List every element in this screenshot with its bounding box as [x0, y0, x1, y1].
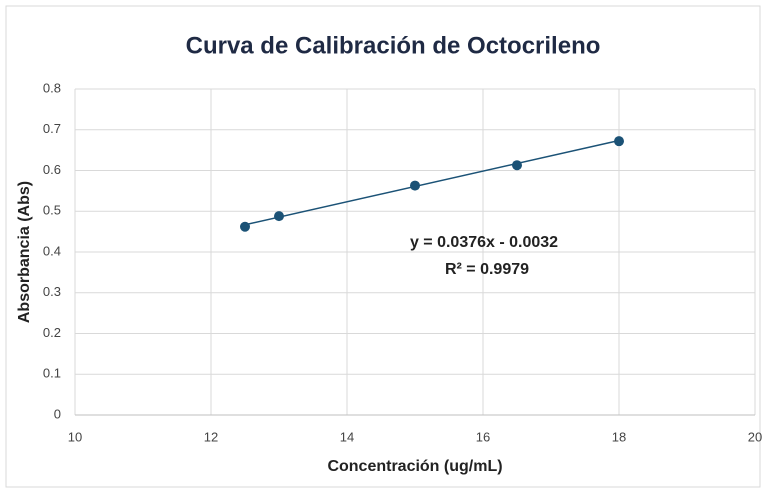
x-tick-label: 20: [748, 429, 762, 444]
data-point: [410, 180, 420, 191]
chart-frame: [5, 5, 761, 488]
y-tick-label: 0.5: [43, 203, 61, 218]
x-tick-label: 16: [476, 429, 490, 444]
x-tick-label: 10: [68, 429, 82, 444]
data-point: [240, 221, 250, 232]
trendline: [244, 139, 620, 226]
y-tick-label: 0.6: [43, 162, 61, 177]
x-tick-label: 14: [340, 429, 354, 444]
data-point: [614, 136, 624, 147]
data-point: [512, 160, 522, 171]
y-tick-label: 0.7: [43, 121, 61, 136]
y-tick-label: 0.8: [43, 80, 61, 95]
r-squared: R² = 0.9979: [445, 261, 529, 278]
chart-title: Curva de Calibración de Octocrileno: [186, 32, 601, 59]
y-tick-label: 0.4: [43, 243, 61, 258]
data-point: [274, 211, 284, 222]
y-tick-label: 0.3: [43, 284, 61, 299]
x-axis-label: Concentración (ug/mL): [327, 458, 502, 475]
y-axis-label: Absorbancia (Abs): [16, 181, 33, 323]
y-tick-label: 0.1: [43, 366, 61, 381]
y-tick-label: 0.2: [43, 325, 61, 340]
x-tick-label: 12: [204, 429, 218, 444]
y-tick-label: 0: [54, 406, 61, 421]
x-tick-label: 18: [612, 429, 626, 444]
trendline-equation: y = 0.0376x - 0.0032: [410, 234, 558, 251]
